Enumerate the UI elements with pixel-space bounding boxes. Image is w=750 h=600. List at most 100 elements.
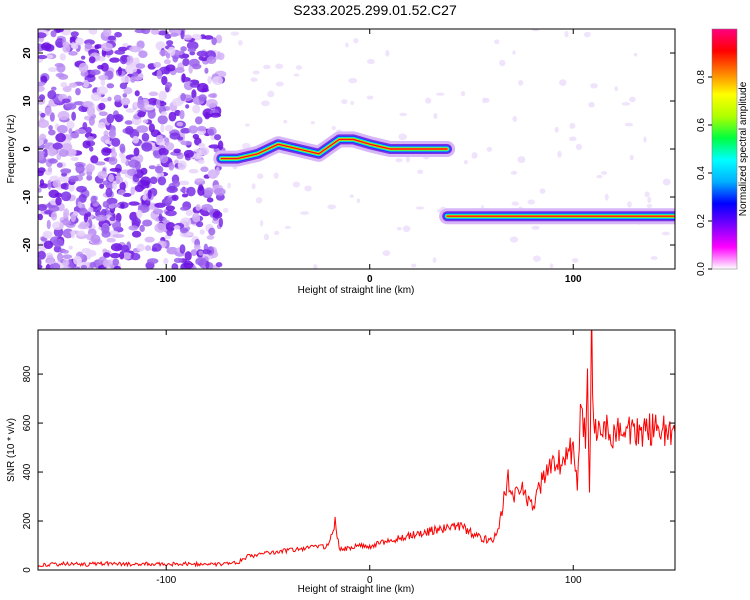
upper-trace	[220, 138, 448, 160]
noise-blob	[106, 197, 118, 205]
noise-blob	[119, 82, 128, 90]
noise-blob	[148, 165, 156, 170]
noise-blob	[136, 125, 149, 133]
noise-blob	[164, 124, 174, 132]
noise-blob	[109, 203, 120, 208]
noise-blob	[132, 57, 140, 66]
noise-blob	[97, 121, 106, 129]
noise-blob	[80, 264, 88, 269]
noise-blob	[168, 111, 177, 122]
noise-blob	[101, 147, 112, 156]
snr-y-ticks: 0 200 400 600 800	[22, 365, 675, 573]
noise-blob	[193, 244, 201, 250]
noise-blob	[88, 56, 96, 64]
noise-blob	[165, 142, 175, 151]
noise-blob	[38, 81, 46, 87]
noise-blob	[194, 116, 203, 125]
noise-blob	[47, 166, 53, 173]
noise-blob	[192, 153, 203, 160]
noise-blob	[154, 165, 164, 174]
noise-blob	[186, 231, 194, 237]
noise-blob	[148, 91, 159, 97]
noise-blob	[170, 32, 179, 37]
noise-blob	[113, 265, 121, 269]
noise-blob	[109, 252, 121, 259]
noise-blob	[62, 41, 70, 48]
noise-blob	[198, 142, 206, 148]
noise-blob	[132, 173, 140, 183]
noise-blob	[55, 132, 66, 143]
noise-blob	[133, 147, 140, 157]
noise-blob	[38, 187, 42, 193]
faint-noise-blob	[531, 225, 540, 230]
noise-blob	[157, 176, 167, 186]
noise-blob	[112, 180, 118, 190]
noise-blob	[98, 111, 108, 117]
noise-blob	[139, 224, 145, 233]
y-tick-label: 200	[22, 512, 33, 529]
noise-blob	[125, 125, 134, 135]
noise-blob	[62, 85, 72, 93]
noise-blob	[159, 154, 169, 164]
faint-noise-blob	[398, 133, 407, 141]
noise-blob	[156, 69, 163, 80]
faint-noise-blob	[554, 126, 559, 133]
faint-noise-blob	[331, 125, 336, 131]
noise-blob	[42, 230, 53, 239]
noise-blob	[184, 251, 192, 261]
faint-noise-blob	[627, 201, 632, 208]
faint-noise-blob	[512, 115, 517, 122]
noise-blob	[89, 261, 97, 268]
noise-blob	[102, 29, 112, 37]
faint-noise-blob	[402, 225, 411, 233]
noise-blob	[140, 176, 151, 186]
faint-noise-blob	[345, 42, 349, 48]
faint-noise-blob	[350, 101, 354, 106]
noise-blob	[179, 109, 185, 120]
noise-blob	[203, 35, 214, 40]
faint-noise-blob	[498, 59, 506, 67]
noise-blob	[46, 54, 54, 59]
noise-blob	[38, 85, 45, 92]
noise-blob	[174, 67, 185, 74]
faint-noise-blob	[629, 96, 636, 103]
noise-blob	[218, 217, 224, 228]
noise-blob	[117, 66, 123, 76]
noise-blob	[201, 249, 212, 255]
noise-blob	[112, 114, 120, 119]
noise-blob	[88, 206, 94, 213]
noise-blob	[137, 111, 146, 118]
noise-blob	[158, 147, 169, 156]
colorbar-gradient	[712, 29, 737, 269]
noise-blob	[183, 34, 193, 41]
noise-blob	[198, 146, 210, 156]
noise-blob	[187, 47, 197, 53]
noise-blob	[52, 179, 61, 188]
faint-noise-blob	[273, 172, 279, 179]
faint-noise-blob	[244, 123, 250, 127]
noise-blob	[166, 246, 179, 255]
noise-blob	[38, 250, 46, 260]
noise-blob	[153, 61, 162, 68]
noise-blob	[199, 229, 205, 235]
noise-blob	[163, 217, 168, 227]
noise-blob	[188, 168, 199, 174]
faint-noise-blob	[647, 196, 652, 204]
noise-blob	[183, 260, 194, 269]
noise-blob	[113, 94, 122, 102]
noise-blob	[43, 240, 54, 250]
noise-blob	[90, 92, 102, 102]
faint-noise-blob	[252, 70, 260, 75]
faint-noise-blob	[417, 169, 424, 175]
noise-blob	[136, 243, 145, 252]
spectrogram-x-ticks: -100 0 100	[156, 29, 582, 285]
faint-noise-blob	[395, 158, 403, 163]
noise-blob	[180, 140, 193, 146]
noise-blob	[82, 222, 87, 229]
noise-blob	[68, 175, 79, 183]
colorbar-tick-label: 0.8	[696, 70, 707, 84]
noise-blob	[212, 211, 223, 219]
noise-blob	[46, 219, 51, 230]
noise-blob	[177, 136, 184, 141]
faint-noise-blob	[644, 191, 650, 198]
